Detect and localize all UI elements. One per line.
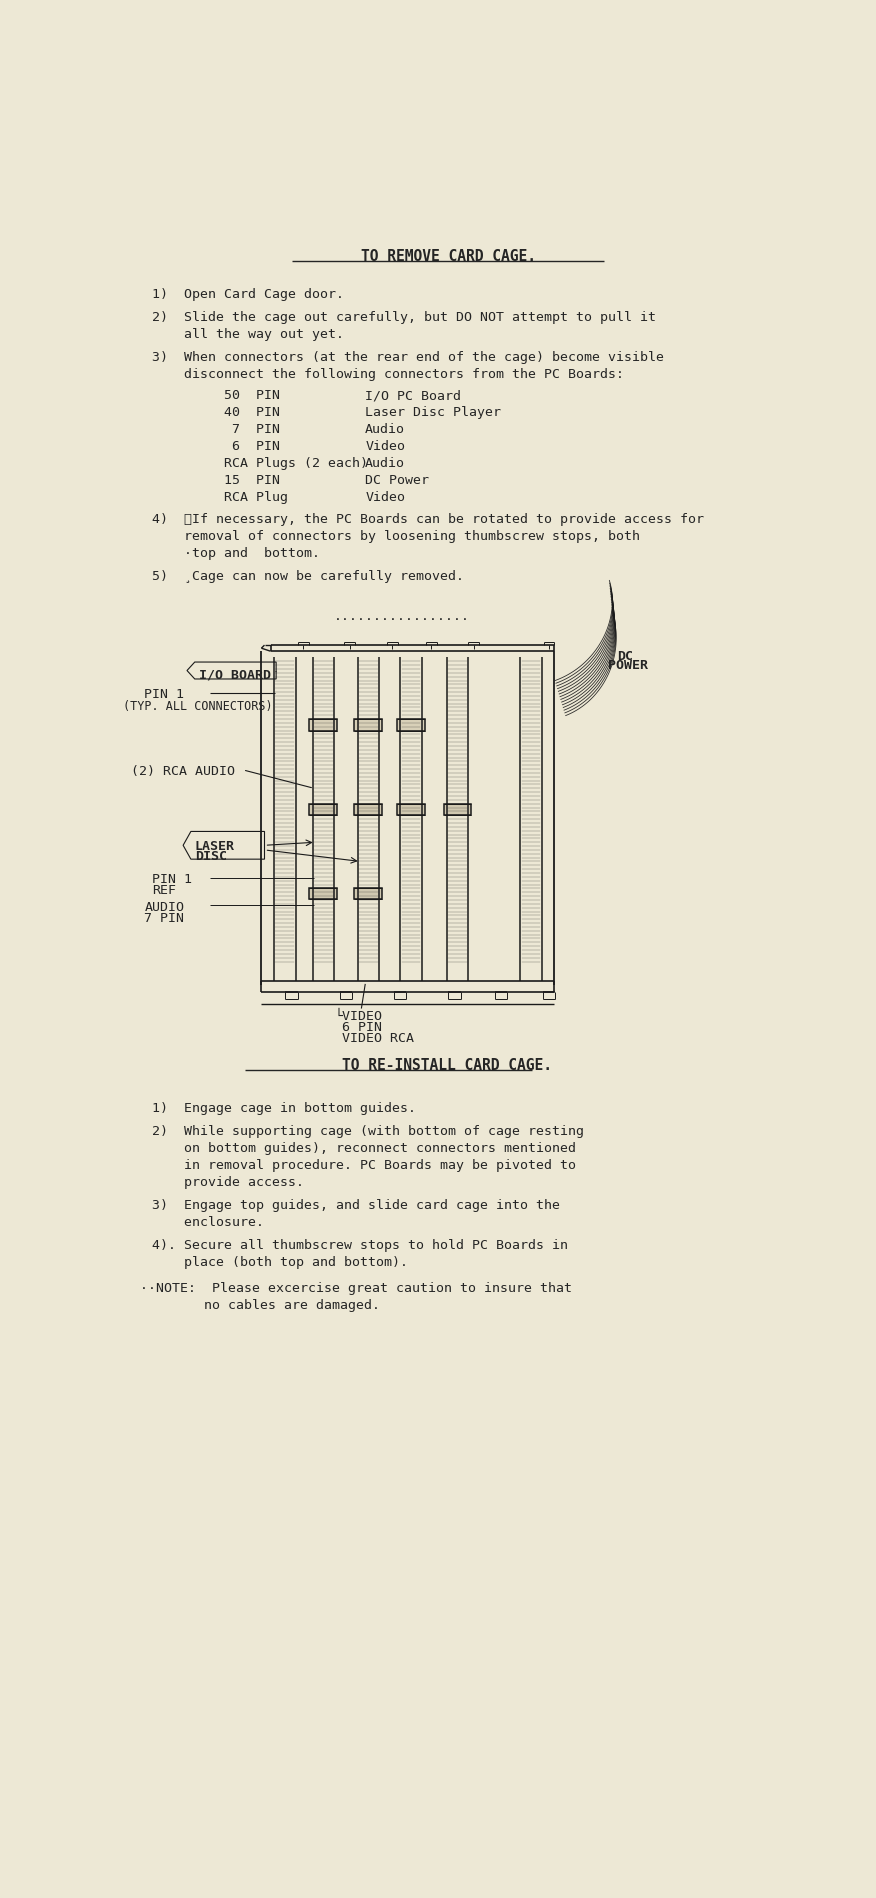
Polygon shape (187, 662, 276, 679)
Bar (309, 888, 337, 900)
Text: 3)  When connectors (at the rear end of the cage) become visible: 3) When connectors (at the rear end of t… (152, 351, 664, 364)
Text: 7 PIN: 7 PIN (145, 911, 184, 924)
Text: Audio: Audio (365, 423, 406, 437)
Bar (355, 803, 382, 814)
Text: all the way out yet.: all the way out yet. (152, 328, 344, 342)
Text: 2)  Slide the cage out carefully, but DO NOT attempt to pull it: 2) Slide the cage out carefully, but DO … (152, 311, 656, 325)
Text: TO REMOVE CARD CAGE.: TO REMOVE CARD CAGE. (362, 249, 536, 264)
Text: 5)  ¸Cage can now be carefully removed.: 5) ¸Cage can now be carefully removed. (152, 569, 464, 583)
Text: VIDEO RCA: VIDEO RCA (342, 1033, 414, 1044)
Text: AUDIO: AUDIO (145, 902, 184, 913)
Text: 1)  Open Card Cage door.: 1) Open Card Cage door. (152, 288, 344, 300)
Text: DC: DC (617, 649, 633, 662)
Text: provide access.: provide access. (152, 1175, 304, 1188)
Text: I/O BOARD: I/O BOARD (199, 668, 271, 681)
Bar (397, 719, 425, 731)
Text: on bottom guides), reconnect connectors mentioned: on bottom guides), reconnect connectors … (152, 1143, 576, 1154)
Text: place (both top and bottom).: place (both top and bottom). (152, 1256, 408, 1268)
Text: 6  PIN: 6 PIN (224, 440, 280, 454)
Text: DC Power: DC Power (365, 474, 429, 488)
Text: removal of connectors by loosening thumbscrew stops, both: removal of connectors by loosening thumb… (152, 530, 640, 543)
Bar (355, 719, 382, 731)
Text: 50  PIN: 50 PIN (224, 389, 280, 402)
Text: I/O PC Board: I/O PC Board (365, 389, 462, 402)
Text: 3)  Engage top guides, and slide card cage into the: 3) Engage top guides, and slide card cag… (152, 1200, 560, 1211)
Text: Laser Disc Player: Laser Disc Player (365, 406, 501, 419)
Text: Audio: Audio (365, 457, 406, 471)
Text: DISC: DISC (194, 850, 227, 864)
Text: 4). Secure all thumbscrew stops to hold PC Boards in: 4). Secure all thumbscrew stops to hold … (152, 1239, 569, 1253)
Text: no cables are damaged.: no cables are damaged. (140, 1298, 380, 1312)
Bar (309, 719, 337, 731)
Text: PIN 1: PIN 1 (152, 873, 192, 886)
Text: 15  PIN: 15 PIN (224, 474, 280, 488)
Text: 6 PIN: 6 PIN (342, 1021, 382, 1034)
Text: Video: Video (365, 440, 406, 454)
Text: 4)  ˋIf necessary, the PC Boards can be rotated to provide access for: 4) ˋIf necessary, the PC Boards can be r… (152, 512, 704, 526)
Text: └VIDEO: └VIDEO (335, 1010, 382, 1023)
Text: disconnect the following connectors from the PC Boards:: disconnect the following connectors from… (152, 368, 624, 381)
Text: .................: ................. (335, 609, 470, 623)
Text: LASER: LASER (194, 841, 235, 852)
Text: in removal procedure. PC Boards may be pivoted to: in removal procedure. PC Boards may be p… (152, 1158, 576, 1171)
Text: Video: Video (365, 492, 406, 505)
Text: TO RE-INSTALL CARD CAGE.: TO RE-INSTALL CARD CAGE. (342, 1057, 552, 1072)
Text: enclosure.: enclosure. (152, 1217, 265, 1228)
Text: 7  PIN: 7 PIN (224, 423, 280, 437)
Text: (2) RCA AUDIO: (2) RCA AUDIO (131, 765, 235, 778)
Text: 2)  While supporting cage (with bottom of cage resting: 2) While supporting cage (with bottom of… (152, 1126, 584, 1137)
Text: ··NOTE:  Please excercise great caution to insure that: ··NOTE: Please excercise great caution t… (140, 1281, 573, 1294)
Polygon shape (183, 831, 265, 860)
Text: PIN 1: PIN 1 (145, 689, 184, 700)
Text: ·top and  bottom.: ·top and bottom. (152, 547, 320, 560)
Text: RCA Plugs (2 each): RCA Plugs (2 each) (224, 457, 368, 471)
Bar (397, 803, 425, 814)
Text: REF: REF (152, 884, 176, 896)
Bar (355, 888, 382, 900)
Text: POWER: POWER (608, 659, 648, 672)
Bar (309, 803, 337, 814)
Text: (TYP. ALL CONNECTORS): (TYP. ALL CONNECTORS) (124, 700, 273, 714)
Text: 1)  Engage cage in bottom guides.: 1) Engage cage in bottom guides. (152, 1101, 416, 1114)
Text: RCA Plug: RCA Plug (224, 492, 288, 505)
Text: 40  PIN: 40 PIN (224, 406, 280, 419)
Bar (443, 803, 471, 814)
